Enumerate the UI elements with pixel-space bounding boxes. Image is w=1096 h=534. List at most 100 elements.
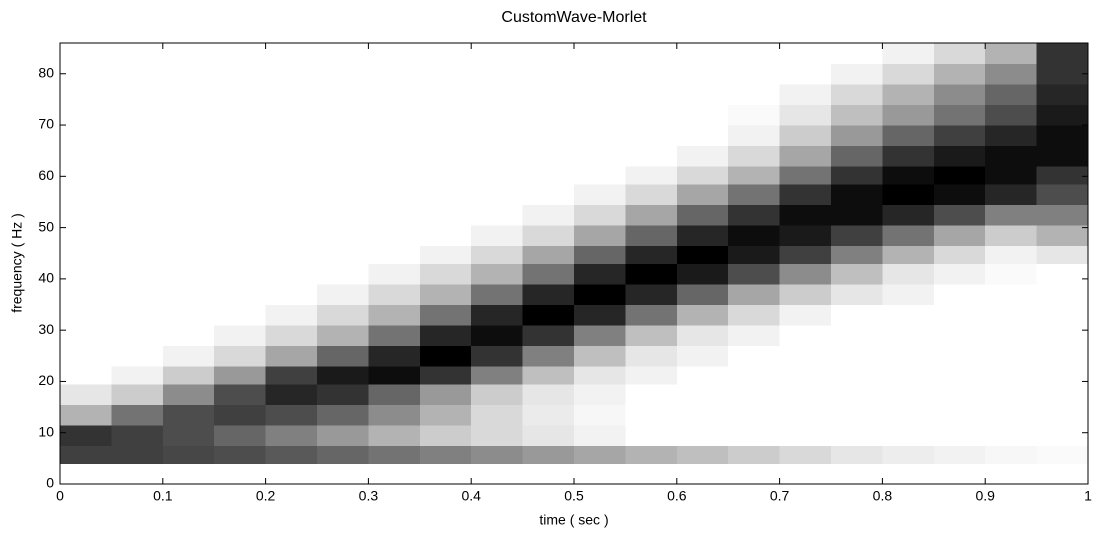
heat-cell <box>214 366 267 385</box>
heat-cell <box>574 63 626 85</box>
y-tick-label: 70 <box>38 116 54 132</box>
heat-cell <box>368 345 421 367</box>
heat-cell <box>162 284 215 305</box>
heat-cell <box>779 84 832 105</box>
heat-cell <box>676 384 729 405</box>
heat-cell <box>985 166 1038 185</box>
heat-cell <box>162 125 215 146</box>
heat-cell <box>368 104 421 126</box>
heat-cell <box>779 404 832 426</box>
heat-cell <box>779 145 832 167</box>
heat-cell <box>831 84 883 105</box>
heat-cell <box>831 304 883 326</box>
heat-cell <box>162 384 215 405</box>
plot-frame <box>59 42 1089 485</box>
heat-cell <box>831 284 883 305</box>
heat-cell <box>162 145 215 167</box>
heat-cell <box>676 325 729 346</box>
heat-cell <box>317 145 369 167</box>
heat-cell <box>574 404 626 426</box>
heat-cell <box>625 145 678 167</box>
heat-cell <box>985 304 1038 326</box>
heat-cell <box>111 145 164 167</box>
heat-cell <box>111 225 164 246</box>
heat-cell <box>162 245 215 264</box>
heat-cell <box>676 145 729 167</box>
heat-cell <box>933 204 986 226</box>
heat-cell <box>625 166 678 185</box>
heat-cell <box>522 445 575 464</box>
heat-cell <box>214 145 267 167</box>
heat-cell <box>728 325 781 346</box>
heat-cell <box>574 104 626 126</box>
x-tick-label: 0.5 <box>564 488 584 504</box>
heat-cell <box>60 204 112 226</box>
heat-cell <box>728 263 781 285</box>
heat-cell <box>676 245 729 264</box>
heat-cell <box>111 345 164 367</box>
heat-cell <box>522 184 575 205</box>
heat-cell <box>111 125 164 146</box>
heat-cell <box>368 366 421 385</box>
heat-cell <box>471 425 524 446</box>
heat-cell <box>779 166 832 185</box>
heat-cell <box>214 184 267 205</box>
heat-cell <box>882 43 935 64</box>
heat-cell <box>574 204 626 226</box>
heat-cell <box>1036 184 1089 205</box>
heat-cell <box>60 425 112 446</box>
heat-cell <box>419 125 472 146</box>
heat-cell <box>933 84 986 105</box>
heat-cell <box>1036 166 1089 185</box>
heat-cell <box>985 366 1038 385</box>
heat-cell <box>419 63 472 85</box>
heat-cell <box>60 43 112 64</box>
y-tick-label: 60 <box>38 167 54 183</box>
heat-cell <box>214 425 267 446</box>
heat-cell <box>419 263 472 285</box>
heat-cell <box>522 384 575 405</box>
heat-cell <box>471 384 524 405</box>
heat-cell <box>60 404 112 426</box>
heat-cell <box>419 284 472 305</box>
heat-cell <box>471 43 524 64</box>
heat-cell <box>60 366 112 385</box>
heat-cell <box>574 225 626 246</box>
heat-cell <box>60 284 112 305</box>
heat-cell <box>265 166 318 185</box>
heat-cell <box>933 125 986 146</box>
heat-cell <box>933 263 986 285</box>
heat-cell <box>574 445 626 464</box>
heat-cell <box>728 445 781 464</box>
heat-cell <box>214 404 267 426</box>
heat-cell <box>728 63 781 85</box>
heat-cell <box>985 225 1038 246</box>
heat-cell <box>831 104 883 126</box>
x-tick-label: 0 <box>56 488 64 504</box>
heat-cell <box>779 325 832 346</box>
heat-cell <box>676 204 729 226</box>
heat-cell <box>933 166 986 185</box>
heat-cell <box>317 425 369 446</box>
heat-cell <box>60 345 112 367</box>
heat-cell <box>779 184 832 205</box>
heat-cell <box>779 384 832 405</box>
heat-cell <box>419 425 472 446</box>
heat-cell <box>728 166 781 185</box>
heat-cell <box>831 63 883 85</box>
heat-cell <box>1036 263 1089 285</box>
x-tick-label: 0.2 <box>256 488 276 504</box>
heat-cell <box>985 245 1038 264</box>
heat-cell <box>779 63 832 85</box>
heat-cell <box>831 384 883 405</box>
heat-cell <box>60 445 112 464</box>
heat-cell <box>214 245 267 264</box>
heat-cell <box>111 425 164 446</box>
heat-cell <box>933 104 986 126</box>
heat-cell <box>831 445 883 464</box>
heat-cell <box>933 63 986 85</box>
heat-cell <box>625 384 678 405</box>
heat-cell <box>625 125 678 146</box>
heat-cell <box>111 84 164 105</box>
heat-cell <box>419 304 472 326</box>
